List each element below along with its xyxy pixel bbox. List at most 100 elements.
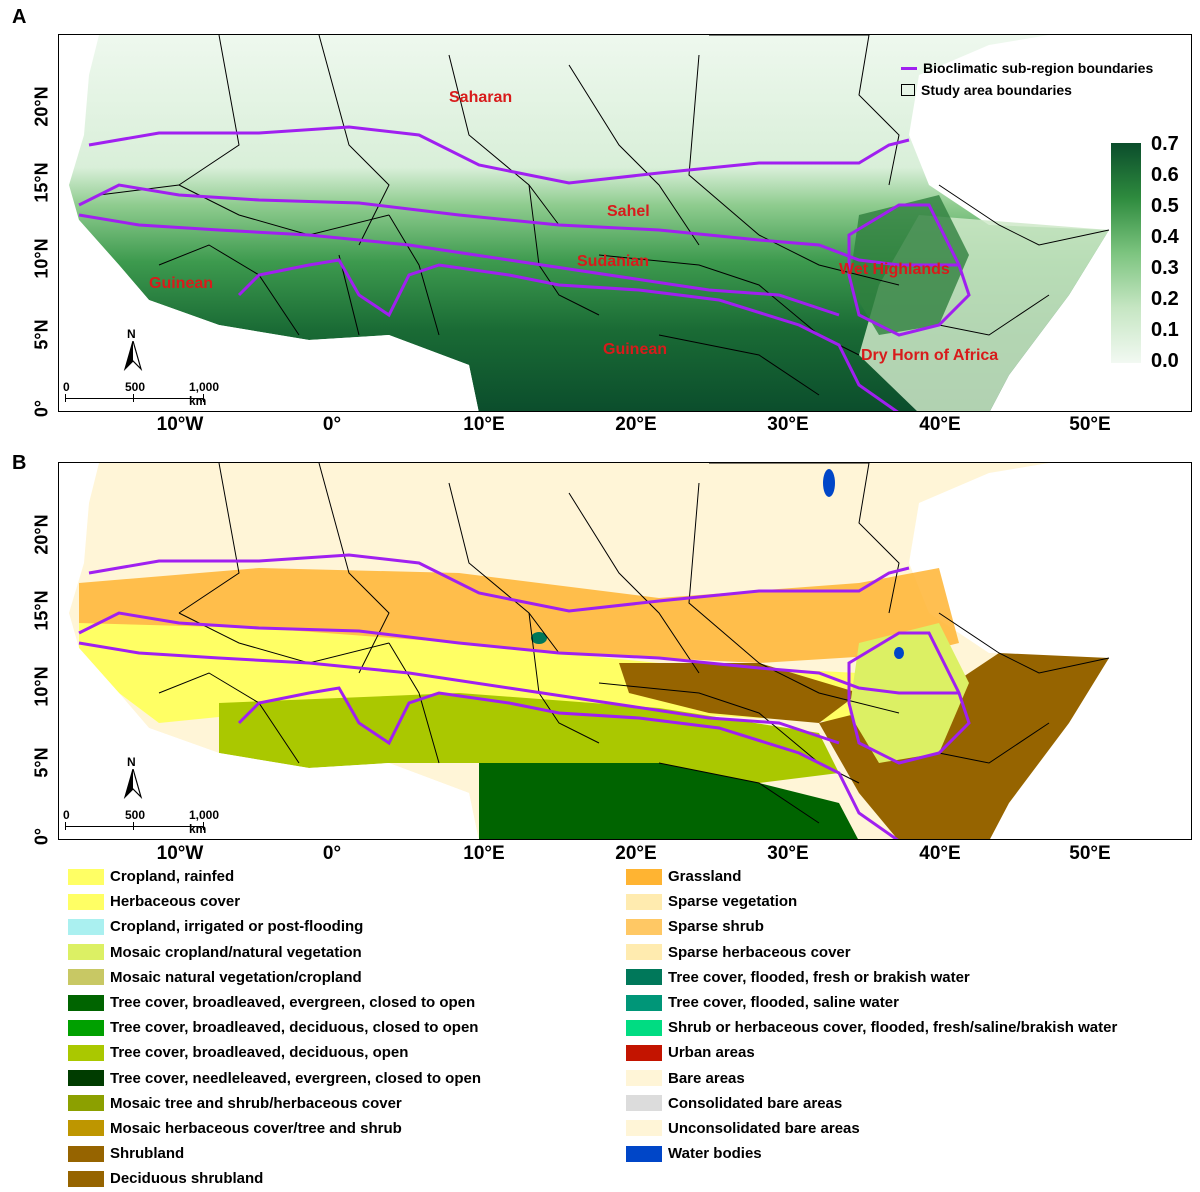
scale-line	[65, 826, 203, 827]
legend-swatch	[626, 969, 662, 986]
map-a-ndvi: Saharan Sahel Sudanian Guinean Guinean W…	[58, 34, 1192, 412]
legend-label: Bare areas	[668, 1069, 745, 1087]
north-arrow-icon	[123, 766, 143, 800]
scale-1000: 1,000 km	[189, 380, 220, 408]
scale-0: 0	[63, 808, 70, 822]
legend-label: Cropland, rainfed	[110, 868, 235, 886]
legend-item: Tree cover, flooded, saline water	[626, 990, 1117, 1015]
colorbar-tick: 0.6	[1151, 164, 1179, 186]
legend-label: Consolidated bare areas	[668, 1094, 843, 1112]
legend-swatch	[68, 944, 104, 961]
label-wet-highlands: Wet Highlands	[839, 261, 950, 278]
legend-swatch	[68, 1145, 104, 1162]
label-sudanian: Sudanian	[577, 253, 650, 270]
legend-swatch	[68, 1170, 104, 1187]
legend-item: Grassland	[626, 864, 1117, 889]
north-label: N	[127, 755, 136, 769]
lon-label-b: 10°W	[156, 843, 204, 864]
colorbar-tick: 0.4	[1151, 226, 1179, 248]
lat-label-a: 20°N	[31, 86, 52, 127]
scale-500: 500	[125, 380, 146, 394]
legend-label: Sparse shrub	[668, 918, 764, 936]
legend-swatch	[626, 1120, 662, 1137]
legend-bioclimatic-label: Bioclimatic sub-region boundaries	[923, 60, 1154, 76]
lon-label-a: 50°E	[1069, 414, 1111, 435]
legend-item: Mosaic tree and shrub/herbaceous cover	[68, 1091, 481, 1116]
lat-label-a: 10°N	[31, 238, 52, 279]
lon-label-a: 10°W	[156, 414, 204, 435]
legend-label: Shrubland	[110, 1145, 185, 1163]
boundary-legend: Bioclimatic sub-region boundaries Study …	[901, 57, 1153, 101]
evergreen-forest	[479, 763, 858, 839]
legend-label: Tree cover, needleleaved, evergreen, clo…	[110, 1069, 482, 1087]
legend-item: Water bodies	[626, 1141, 1117, 1166]
legend-swatch	[626, 1145, 662, 1162]
legend-item: Cropland, irrigated or post-flooding	[68, 914, 481, 939]
legend-label: Sparse vegetation	[668, 893, 798, 911]
legend-swatch	[626, 994, 662, 1011]
legend-swatch	[68, 994, 104, 1011]
scale-500: 500	[125, 808, 146, 822]
legend-label: Tree cover, broadleaved, evergreen, clos…	[110, 994, 476, 1012]
legend-item: Herbaceous cover	[68, 889, 481, 914]
legend-swatch	[626, 1070, 662, 1087]
legend-label: Water bodies	[668, 1145, 762, 1163]
scale-tick	[133, 394, 134, 402]
horn-shrubland	[819, 653, 1109, 839]
legend-item: Tree cover, broadleaved, deciduous, clos…	[68, 1015, 481, 1040]
colorbar-tick: 0.2	[1151, 288, 1179, 310]
legend-item: Bare areas	[626, 1066, 1117, 1091]
legend-swatch	[68, 1095, 104, 1112]
landcover-legend-right: Grassland Sparse vegetation Sparse shrub Sp…	[626, 864, 1117, 1166]
legend-label: Mosaic tree and shrub/herbaceous cover	[110, 1094, 402, 1112]
bioclimatic-line-swatch	[901, 66, 917, 70]
north-label: N	[127, 327, 136, 341]
legend-swatch	[68, 918, 104, 935]
scale-tick	[203, 822, 204, 830]
legend-item: Shrub or herbaceous cover, flooded, fres…	[626, 1015, 1117, 1040]
water-lake	[531, 632, 547, 644]
legend-swatch	[68, 893, 104, 910]
legend-item: Consolidated bare areas	[626, 1091, 1117, 1116]
scale-0: 0	[63, 380, 70, 394]
legend-item: Mosaic natural vegetation/cropland	[68, 965, 481, 990]
lon-label-b: 30°E	[767, 843, 809, 864]
map-b-svg	[59, 463, 1191, 839]
legend-label: Mosaic herbaceous cover/tree and shrub	[110, 1119, 402, 1137]
label-guinean-west: Guinean	[149, 275, 214, 292]
legend-item: Tree cover, needleleaved, evergreen, clo…	[68, 1066, 481, 1091]
legend-label: Urban areas	[668, 1044, 755, 1062]
country-borders	[98, 35, 1110, 396]
lon-label-a: 20°E	[615, 414, 657, 435]
bioclimatic-boundaries	[78, 125, 971, 411]
label-guinean-central: Guinean	[603, 341, 668, 358]
lon-label-b: 20°E	[615, 843, 657, 864]
colorbar-tick: 0.5	[1151, 195, 1179, 217]
panel-a-letter: A	[12, 6, 27, 28]
legend-item: Cropland, rainfed	[68, 864, 481, 889]
label-sahel: Sahel	[607, 203, 650, 220]
scale-line	[65, 398, 203, 399]
water-lake	[823, 469, 835, 497]
shrubland-central	[619, 663, 859, 723]
legend-swatch	[68, 1120, 104, 1137]
lon-label-a: 30°E	[767, 414, 809, 435]
legend-swatch	[626, 1019, 662, 1036]
colorbar-tick: 0.0	[1151, 350, 1179, 372]
lon-label-b: 40°E	[919, 843, 961, 864]
colorbar-tick: 0.3	[1151, 257, 1179, 279]
legend-item: Mosaic cropland/natural vegetation	[68, 940, 481, 965]
legend-item: Sparse shrub	[626, 914, 1117, 939]
colorbar-tick: 0.7	[1151, 133, 1179, 155]
legend-label: Deciduous shrubland	[110, 1170, 264, 1188]
legend-label: Mosaic cropland/natural vegetation	[110, 943, 362, 961]
lat-label-a: 5°N	[31, 319, 52, 350]
landcover-legend-left: Cropland, rainfed Herbaceous cover Croplan…	[68, 864, 481, 1191]
water-lake	[894, 647, 904, 659]
scale-1000: 1,000 km	[189, 808, 220, 836]
ocean	[59, 220, 479, 411]
legend-label: Tree cover, broadleaved, deciduous, clos…	[110, 1019, 479, 1037]
legend-item: Sparse herbaceous cover	[626, 940, 1117, 965]
panel-b-letter: B	[12, 452, 27, 474]
lat-label-a: 15°N	[31, 162, 52, 203]
